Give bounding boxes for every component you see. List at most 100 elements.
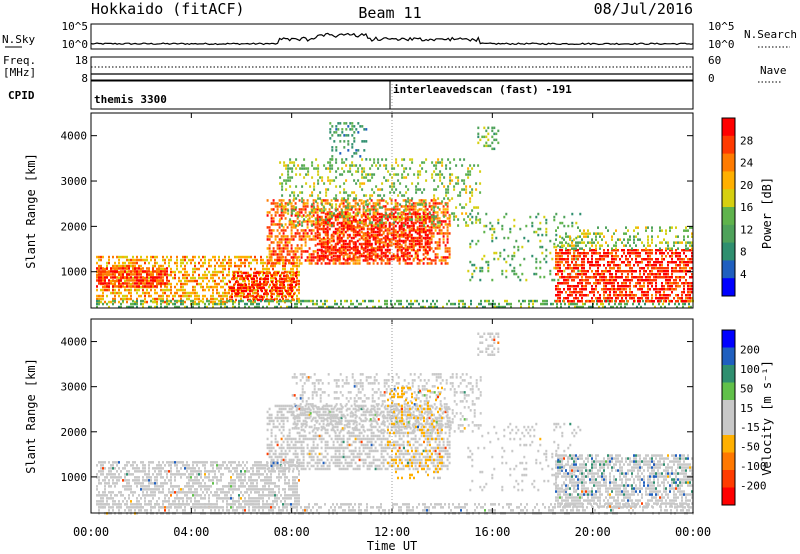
scatter-cell: [322, 227, 325, 231]
scatter-cell: [424, 221, 427, 225]
scatter-cell: [278, 232, 281, 235]
scatter-cell: [375, 164, 378, 167]
scatter-cell: [325, 218, 328, 221]
scatter-cell: [647, 273, 649, 276]
scatter-cell: [174, 261, 176, 265]
scatter-cell: [691, 249, 693, 252]
scatter-cell: [544, 299, 546, 303]
scatter-cell: [569, 300, 571, 303]
scatter-cell: [458, 299, 460, 303]
scatter-cell: [336, 235, 339, 238]
scatter-cell: [347, 215, 350, 218]
scatter-cell: [166, 288, 168, 292]
scatter-cell: [563, 215, 566, 219]
scatter-cell: [383, 176, 386, 179]
scatter-cell: [368, 251, 371, 255]
scatter-cell: [286, 244, 289, 247]
scatter-cell: [300, 253, 303, 256]
scatter-cell: [194, 294, 196, 298]
scatter-cell: [305, 215, 308, 218]
scatter-cell: [523, 236, 526, 240]
scatter-cell: [102, 270, 104, 273]
scatter-cell: [555, 255, 557, 258]
scatter-cell: [475, 182, 478, 185]
scatter-cell: [134, 302, 136, 306]
scatter-cell: [509, 263, 512, 267]
scatter-cell: [261, 289, 263, 293]
scatter-cell: [368, 256, 371, 259]
scatter-cell: [283, 280, 285, 284]
scatter-cell: [110, 282, 112, 285]
scatter-cell: [326, 305, 328, 309]
scatter-cell: [384, 235, 387, 238]
scatter-cell: [470, 299, 472, 303]
scatter-cell: [595, 261, 597, 264]
scatter-cell: [110, 279, 112, 283]
scatter-cell: [316, 233, 319, 237]
scatter-cell: [244, 279, 246, 283]
scatter-cell: [599, 276, 601, 279]
scatter-cell: [314, 232, 317, 235]
scatter-cell: [380, 262, 383, 265]
scatter-cell: [368, 241, 371, 244]
scatter-cell: [585, 270, 587, 273]
scatter-cell: [418, 242, 421, 246]
scatter-cell: [435, 215, 438, 218]
scatter-cell: [276, 229, 279, 232]
scatter-cell: [471, 272, 474, 276]
scatter-cell: [304, 241, 307, 244]
scatter-cell: [361, 188, 364, 191]
scatter-cell: [218, 276, 220, 280]
scatter-cell: [362, 220, 365, 223]
scatter-cell: [313, 167, 316, 170]
scatter-cell: [342, 218, 345, 222]
scatter-cell: [294, 305, 296, 309]
scatter-cell: [276, 241, 279, 244]
scatter-cell: [441, 158, 444, 161]
scatter-cell: [343, 197, 346, 200]
scatter-cell: [402, 229, 405, 232]
scatter-cell: [647, 252, 649, 255]
scatter-cell: [138, 285, 140, 288]
scatter-cell: [426, 212, 429, 216]
scatter-cell: [637, 288, 639, 291]
scatter-cell: [244, 258, 246, 262]
scatter-cell: [261, 295, 263, 299]
scatter-cell: [318, 242, 321, 246]
scatter-cell: [362, 232, 365, 235]
scatter-cell: [166, 294, 168, 298]
scatter-cell: [316, 302, 318, 306]
scatter-cell: [577, 285, 579, 288]
scatter-cell: [287, 292, 289, 296]
scatter-cell: [329, 161, 332, 164]
scatter-cell: [451, 212, 454, 215]
scatter-cell: [348, 248, 351, 252]
scatter-cell: [110, 300, 112, 304]
scatter-cell: [338, 248, 341, 252]
scatter-cell: [230, 299, 232, 303]
scatter-cell: [629, 264, 631, 267]
scatter-cell: [352, 224, 355, 228]
scatter-cell: [198, 300, 200, 304]
scatter-cell: [444, 220, 447, 223]
scatter-cell: [661, 270, 663, 273]
scatter-cell: [473, 164, 476, 167]
scatter-cell: [128, 297, 130, 301]
scatter-cell: [420, 242, 423, 246]
scatter-cell: [443, 185, 446, 188]
scatter-cell: [625, 291, 627, 294]
scatter-cell: [416, 238, 419, 241]
scatter-cell: [289, 283, 291, 287]
scatter-cell: [248, 261, 250, 265]
scatter-cell: [667, 297, 669, 300]
scatter-cell: [276, 259, 279, 262]
scatter-cell: [186, 279, 188, 283]
scatter-cell: [381, 158, 384, 161]
scatter-cell: [434, 211, 437, 214]
scatter-cell: [398, 247, 401, 250]
scatter-cell: [513, 245, 516, 249]
scatter-cell: [295, 167, 298, 170]
scatter-cell: [146, 279, 148, 282]
scatter-cell: [253, 274, 255, 278]
scatter-cell: [356, 262, 359, 265]
